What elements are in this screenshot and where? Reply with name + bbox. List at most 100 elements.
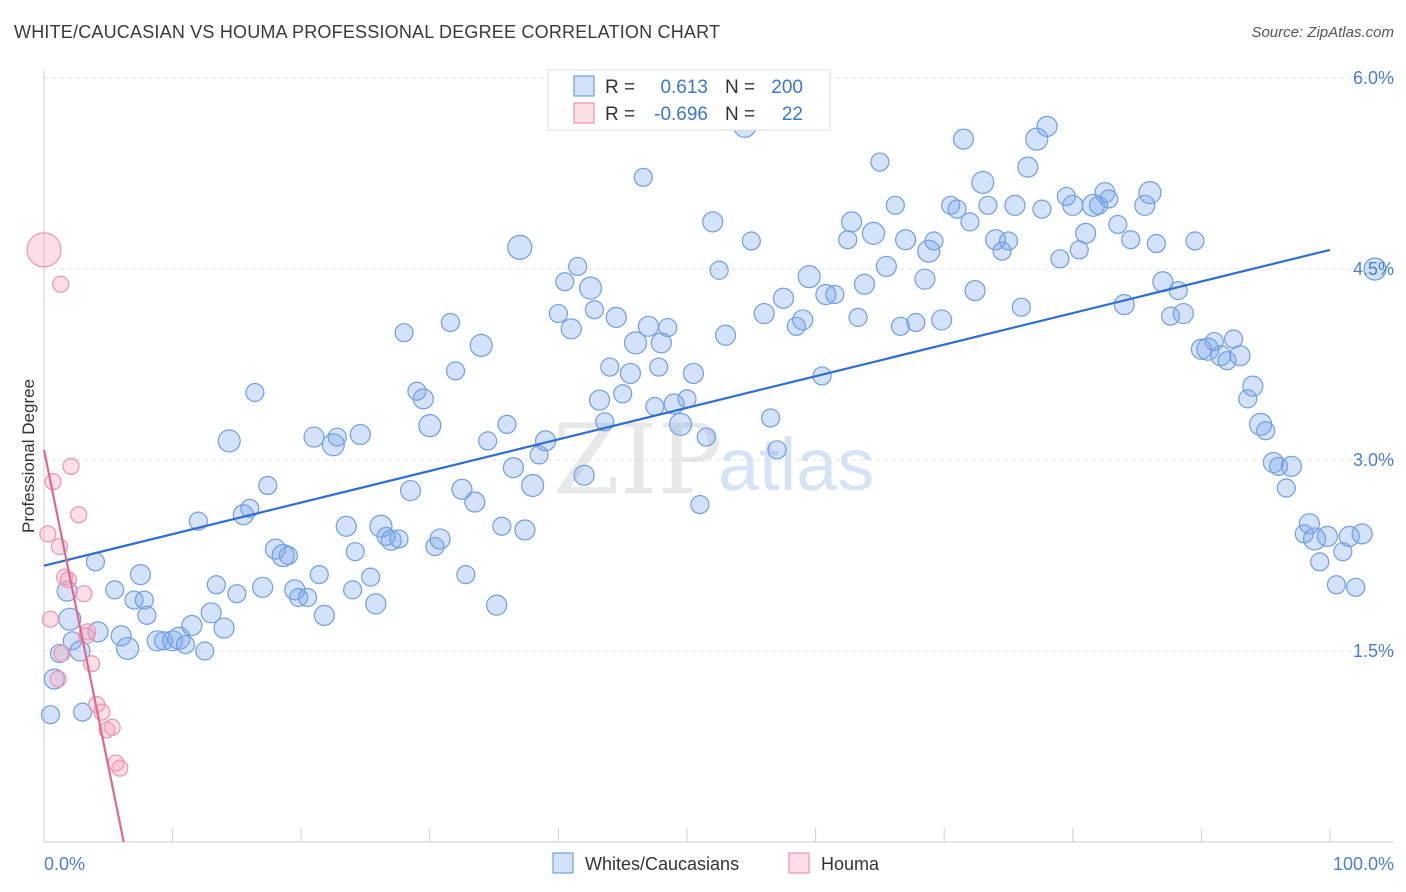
white-caucasian-point	[181, 614, 203, 637]
white-caucasian-point	[600, 357, 620, 377]
white-caucasian-point	[1011, 297, 1031, 317]
white-caucasian-point	[1075, 222, 1097, 244]
white-caucasian-point	[146, 630, 168, 652]
white-caucasian-point	[838, 230, 858, 250]
white-caucasian-point	[619, 362, 642, 385]
white-caucasian-point	[649, 357, 669, 377]
white-caucasian-point	[906, 312, 926, 333]
white-caucasian-point	[394, 323, 414, 343]
white-caucasian-point	[1310, 552, 1330, 572]
white-caucasian-point	[502, 457, 524, 479]
white-caucasian-point	[841, 211, 863, 233]
x-tick-label-right: 100.0%	[1333, 854, 1394, 874]
white-caucasian-point	[1338, 525, 1360, 548]
white-caucasian-point	[767, 440, 787, 460]
white-caucasian-point	[137, 605, 157, 625]
white-caucasian-point	[271, 543, 295, 568]
white-caucasian-point	[658, 317, 678, 338]
legend-r-value-1: 0.613	[660, 77, 708, 98]
white-caucasian-point	[861, 221, 886, 245]
white-caucasian-point	[343, 580, 363, 600]
white-caucasian-point	[313, 604, 335, 626]
white-caucasian-point	[278, 545, 298, 566]
white-caucasian-point	[429, 528, 451, 550]
white-caucasian-point	[978, 195, 998, 215]
grid-lines	[44, 77, 1394, 652]
legend-r-label-2: R =	[605, 104, 635, 125]
white-caucasian-point	[1146, 233, 1166, 254]
legend-swatch-blue	[573, 75, 595, 97]
white-caucasian-point	[412, 388, 434, 410]
white-caucasian-point	[895, 229, 917, 251]
white-caucasian-point	[451, 478, 473, 500]
white-caucasian-point	[298, 587, 318, 608]
white-caucasian-point	[885, 195, 905, 215]
white-caucasian-point	[825, 284, 845, 305]
white-caucasian-point	[853, 273, 876, 295]
white-caucasian-point	[87, 621, 109, 643]
white-caucasian-point	[992, 241, 1012, 261]
white-caucasian-point	[971, 170, 995, 195]
white-caucasian-point	[40, 705, 61, 725]
white-caucasian-point	[709, 260, 729, 280]
white-caucasian-point	[772, 287, 795, 309]
white-caucasian-point	[786, 316, 806, 336]
white-caucasian-point	[702, 211, 724, 233]
white-caucasian-point	[952, 128, 975, 150]
white-caucasian-point	[1017, 156, 1039, 178]
legend-r-label-1: R =	[605, 77, 635, 98]
white-caucasian-point	[389, 529, 409, 549]
white-caucasian-point	[43, 668, 65, 690]
white-caucasian-point	[217, 429, 241, 453]
houma-point	[111, 759, 129, 777]
houma-point	[39, 525, 57, 543]
white-caucasian-point	[361, 567, 381, 587]
houma-points	[26, 232, 129, 777]
chart-title: WHITE/CAUCASIAN VS HOUMA PROFESSIONAL DE…	[14, 22, 721, 42]
white-caucasian-point	[1238, 389, 1258, 409]
white-caucasian-point	[124, 590, 144, 610]
white-caucasian-points	[40, 114, 1387, 725]
white-caucasian-point	[753, 302, 775, 325]
y-axis-label: Professional Degree	[19, 379, 38, 533]
houma-point	[41, 610, 60, 628]
axes	[43, 70, 1394, 843]
white-caucasian-point	[1242, 375, 1264, 397]
white-caucasian-point	[924, 231, 944, 251]
white-caucasian-point	[1050, 249, 1070, 269]
white-caucasian-point	[252, 576, 274, 598]
white-caucasian-point	[760, 408, 781, 428]
white-caucasian-point	[1217, 351, 1237, 371]
white-caucasian-point	[1062, 194, 1084, 216]
white-caucasian-point	[345, 542, 365, 562]
white-caucasian-point	[555, 272, 575, 292]
white-caucasian-point	[613, 384, 633, 404]
white-caucasian-point	[1088, 195, 1109, 215]
white-caucasian-point	[1172, 302, 1194, 325]
white-caucasian-point	[227, 584, 247, 604]
white-caucasian-point	[633, 167, 653, 187]
white-caucasian-point	[568, 256, 588, 277]
white-caucasian-point	[1134, 194, 1156, 216]
white-caucasian-point	[1276, 478, 1296, 498]
legend-swatch-pink	[573, 102, 595, 124]
white-caucasian-point	[492, 516, 512, 536]
white-caucasian-point	[486, 594, 508, 616]
white-caucasian-point	[548, 303, 569, 324]
houma-point	[75, 585, 93, 603]
white-caucasian-point	[327, 427, 347, 447]
white-caucasian-point	[399, 479, 422, 502]
y-tick-labels: 1.5% 3.0% 4.5% 6.0%	[1353, 68, 1394, 661]
white-caucasian-point	[1351, 523, 1373, 545]
white-caucasian-point	[365, 593, 387, 615]
white-caucasian-point	[258, 475, 278, 496]
white-caucasian-point	[573, 464, 595, 486]
white-caucasian-point	[848, 307, 868, 327]
white-caucasian-point	[792, 309, 814, 331]
white-caucasian-point	[560, 318, 582, 340]
white-caucasian-point	[1121, 230, 1141, 250]
white-caucasian-point	[521, 473, 545, 498]
houma-point	[26, 232, 62, 268]
legend-n-label-2: N =	[725, 104, 755, 125]
